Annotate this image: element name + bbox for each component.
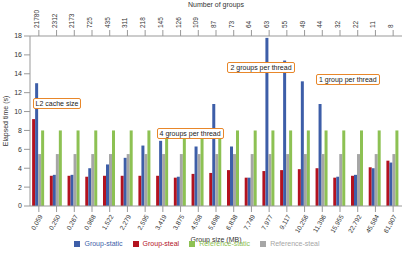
svg-text:435: 435 — [104, 17, 111, 28]
svg-text:14: 14 — [14, 70, 22, 77]
svg-text:3,875: 3,875 — [171, 213, 185, 231]
svg-text:11,396: 11,396 — [311, 213, 327, 234]
svg-text:2173: 2173 — [68, 13, 75, 28]
svg-text:145: 145 — [157, 17, 164, 28]
svg-text:21780: 21780 — [33, 10, 40, 28]
svg-text:6,838: 6,838 — [224, 213, 238, 231]
svg-text:2312: 2312 — [51, 13, 58, 28]
svg-text:45,584: 45,584 — [364, 213, 380, 234]
svg-text:49: 49 — [299, 20, 306, 28]
svg-text:Group size (MB): Group size (MB) — [191, 236, 242, 244]
svg-text:1,522: 1,522 — [100, 213, 114, 231]
svg-text:109: 109 — [192, 17, 199, 28]
svg-text:2,279: 2,279 — [118, 213, 132, 231]
svg-text:61,907: 61,907 — [382, 213, 398, 234]
svg-text:Number of groups: Number of groups — [188, 1, 245, 9]
svg-text:126: 126 — [175, 17, 182, 28]
svg-text:0,059: 0,059 — [30, 213, 44, 231]
svg-text:63: 63 — [263, 20, 270, 28]
svg-text:22,792: 22,792 — [347, 213, 363, 234]
svg-text:8: 8 — [18, 127, 22, 134]
svg-text:3,419: 3,419 — [154, 213, 168, 231]
svg-text:73: 73 — [228, 20, 235, 28]
svg-text:6: 6 — [18, 146, 22, 153]
svg-text:4,558: 4,558 — [189, 213, 203, 231]
svg-text:0,250: 0,250 — [47, 213, 61, 231]
svg-text:10: 10 — [14, 108, 22, 115]
svg-text:16: 16 — [14, 51, 22, 58]
svg-text:5,698: 5,698 — [207, 213, 221, 231]
svg-text:7,977: 7,977 — [260, 213, 274, 231]
svg-text:218: 218 — [139, 17, 146, 28]
svg-text:0: 0 — [18, 202, 22, 209]
svg-text:9,117: 9,117 — [278, 213, 292, 231]
svg-text:0,267: 0,267 — [65, 213, 79, 231]
svg-text:7,749: 7,749 — [242, 213, 256, 231]
svg-text:32: 32 — [334, 20, 341, 28]
svg-text:44: 44 — [316, 20, 323, 28]
svg-text:2: 2 — [18, 184, 22, 191]
svg-text:2,595: 2,595 — [136, 213, 150, 231]
svg-text:55: 55 — [281, 20, 288, 28]
svg-text:12: 12 — [14, 89, 22, 96]
svg-text:8: 8 — [387, 24, 394, 28]
svg-text:15,955: 15,955 — [329, 213, 345, 234]
svg-text:10,256: 10,256 — [293, 213, 309, 234]
svg-text:18: 18 — [14, 32, 22, 39]
svg-text:22: 22 — [352, 20, 359, 28]
svg-text:725: 725 — [86, 17, 93, 28]
svg-text:4: 4 — [18, 165, 22, 172]
svg-text:0,968: 0,968 — [83, 213, 97, 231]
svg-text:Elapsed time (s): Elapsed time (s) — [8, 96, 10, 147]
svg-text:87: 87 — [210, 20, 217, 28]
svg-text:311: 311 — [121, 17, 128, 28]
svg-text:64: 64 — [245, 20, 252, 28]
svg-text:11: 11 — [369, 21, 376, 28]
